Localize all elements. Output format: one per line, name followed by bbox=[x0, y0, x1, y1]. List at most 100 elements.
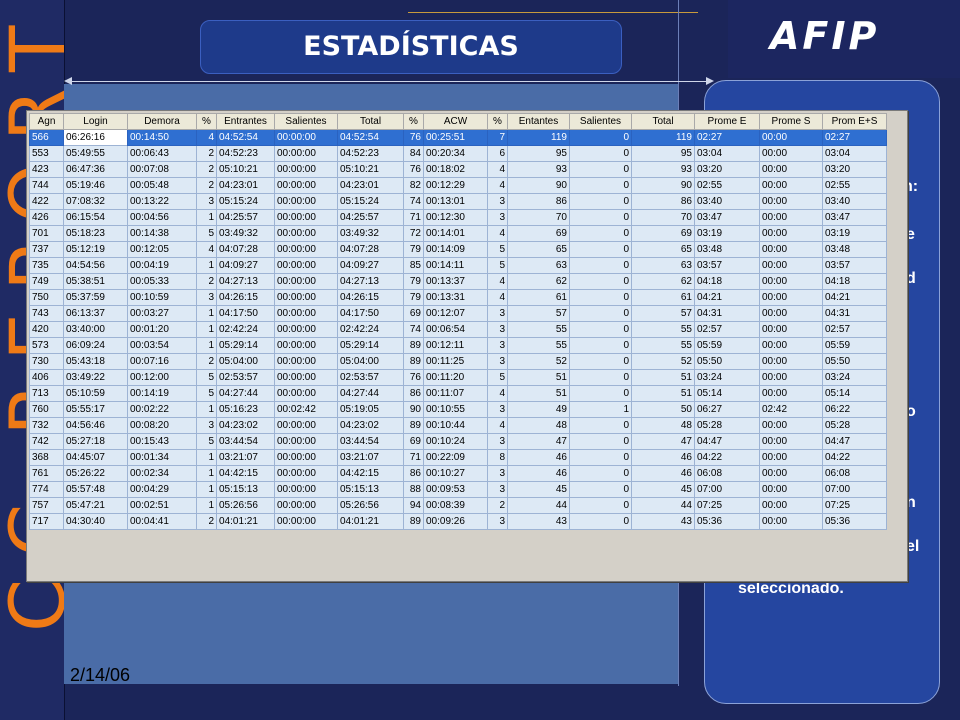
table-cell[interactable]: 04:09:27 bbox=[337, 257, 404, 274]
table-cell[interactable]: 03:04 bbox=[822, 145, 887, 162]
table-cell[interactable]: 04:23:02 bbox=[216, 417, 275, 434]
table-row[interactable]: 735 04:54:56 00:04:19 1 04:09:27 00:00:00 04:0… bbox=[29, 257, 887, 274]
table-cell[interactable]: 05:37:59 bbox=[63, 289, 128, 306]
column-header[interactable]: Demora bbox=[127, 113, 197, 130]
table-cell[interactable]: 51 bbox=[507, 385, 570, 402]
table-cell[interactable]: 00:00 bbox=[759, 145, 823, 162]
table-cell[interactable]: 44 bbox=[507, 497, 570, 514]
table-cell[interactable]: 72 bbox=[403, 225, 424, 242]
table-cell[interactable]: 717 bbox=[29, 513, 64, 530]
table-cell[interactable]: 05:04:00 bbox=[216, 353, 275, 370]
table-cell[interactable]: 55 bbox=[631, 321, 695, 338]
table-cell[interactable]: 69 bbox=[631, 225, 695, 242]
table-cell[interactable]: 422 bbox=[29, 193, 64, 210]
table-cell[interactable]: 05:14 bbox=[822, 385, 887, 402]
table-cell[interactable]: 420 bbox=[29, 321, 64, 338]
table-cell[interactable]: 00:06:43 bbox=[127, 145, 197, 162]
table-row[interactable]: 423 06:47:36 00:07:08 2 05:10:21 00:00:00 05:1… bbox=[29, 161, 887, 178]
table-cell[interactable]: 04:23:01 bbox=[216, 177, 275, 194]
table-cell[interactable]: 05:26:56 bbox=[216, 497, 275, 514]
table-cell[interactable]: 05:18:23 bbox=[63, 225, 128, 242]
table-cell[interactable]: 02:55 bbox=[694, 177, 760, 194]
table-cell[interactable]: 00:00 bbox=[759, 161, 823, 178]
table-cell[interactable]: 70 bbox=[631, 209, 695, 226]
table-cell[interactable]: 03:47 bbox=[822, 209, 887, 226]
table-cell[interactable]: 00:02:51 bbox=[127, 497, 197, 514]
table-row[interactable]: 744 05:19:46 00:05:48 2 04:23:01 00:00:00 04:2… bbox=[29, 177, 887, 194]
table-cell[interactable]: 0 bbox=[569, 481, 632, 498]
table-cell[interactable]: 51 bbox=[631, 369, 695, 386]
table-cell[interactable]: 90 bbox=[507, 177, 570, 194]
table-cell[interactable]: 04:52:54 bbox=[216, 129, 275, 146]
table-cell[interactable]: 45 bbox=[507, 481, 570, 498]
table-cell[interactable]: 0 bbox=[569, 417, 632, 434]
table-cell[interactable]: 04:07:28 bbox=[337, 241, 404, 258]
column-header[interactable]: % bbox=[487, 113, 508, 130]
table-cell[interactable]: 47 bbox=[631, 433, 695, 450]
table-cell[interactable]: 0 bbox=[569, 145, 632, 162]
table-cell[interactable]: 3 bbox=[487, 337, 508, 354]
table-cell[interactable]: 00:00:00 bbox=[274, 321, 338, 338]
table-cell[interactable]: 6 bbox=[487, 145, 508, 162]
column-header[interactable]: Salientes bbox=[274, 113, 338, 130]
table-cell[interactable]: 5 bbox=[196, 369, 217, 386]
table-cell[interactable]: 02:57 bbox=[822, 321, 887, 338]
table-cell[interactable]: 05:15:24 bbox=[216, 193, 275, 210]
table-row[interactable]: 553 05:49:55 00:06:43 2 04:52:23 00:00:00 04:5… bbox=[29, 145, 887, 162]
table-cell[interactable]: 03:24 bbox=[694, 369, 760, 386]
table-cell[interactable]: 00:00:00 bbox=[274, 161, 338, 178]
table-cell[interactable]: 774 bbox=[29, 481, 64, 498]
table-cell[interactable]: 52 bbox=[631, 353, 695, 370]
table-cell[interactable]: 61 bbox=[507, 289, 570, 306]
table-cell[interactable]: 3 bbox=[487, 433, 508, 450]
table-cell[interactable]: 47 bbox=[507, 433, 570, 450]
table-cell[interactable]: 74 bbox=[403, 321, 424, 338]
table-cell[interactable]: 52 bbox=[507, 353, 570, 370]
table-cell[interactable]: 04:25:57 bbox=[337, 209, 404, 226]
table-cell[interactable]: 00:00:00 bbox=[274, 209, 338, 226]
table-cell[interactable]: 00:10:44 bbox=[423, 417, 488, 434]
table-cell[interactable]: 05:47:21 bbox=[63, 497, 128, 514]
table-cell[interactable]: 3 bbox=[196, 289, 217, 306]
table-cell[interactable]: 3 bbox=[487, 465, 508, 482]
table-cell[interactable]: 119 bbox=[631, 129, 695, 146]
table-cell[interactable]: 00:00 bbox=[759, 289, 823, 306]
table-cell[interactable]: 00:00 bbox=[759, 321, 823, 338]
table-cell[interactable]: 5 bbox=[196, 433, 217, 450]
table-cell[interactable]: 00:06:54 bbox=[423, 321, 488, 338]
table-cell[interactable]: 03:24 bbox=[822, 369, 887, 386]
table-cell[interactable]: 07:25 bbox=[822, 497, 887, 514]
column-header[interactable]: Agn bbox=[29, 113, 64, 130]
table-cell[interactable]: 7 bbox=[487, 129, 508, 146]
table-row[interactable]: 420 03:40:00 00:01:20 1 02:42:24 00:00:00 02:4… bbox=[29, 321, 887, 338]
column-header[interactable]: Entantes bbox=[507, 113, 570, 130]
table-cell[interactable]: 06:27 bbox=[694, 401, 760, 418]
table-cell[interactable]: 730 bbox=[29, 353, 64, 370]
table-cell[interactable]: 89 bbox=[403, 417, 424, 434]
table-cell[interactable]: 00:00 bbox=[759, 225, 823, 242]
table-cell[interactable]: 03:44:54 bbox=[216, 433, 275, 450]
table-cell[interactable]: 00:05:48 bbox=[127, 177, 197, 194]
table-cell[interactable]: 3 bbox=[487, 401, 508, 418]
table-cell[interactable]: 49 bbox=[507, 401, 570, 418]
table-cell[interactable]: 00:04:41 bbox=[127, 513, 197, 530]
table-cell[interactable]: 00:13:01 bbox=[423, 193, 488, 210]
table-cell[interactable]: 00:09:53 bbox=[423, 481, 488, 498]
table-cell[interactable]: 05:29:14 bbox=[216, 337, 275, 354]
table-cell[interactable]: 00:14:11 bbox=[423, 257, 488, 274]
table-cell[interactable]: 00:14:09 bbox=[423, 241, 488, 258]
table-cell[interactable]: 02:27 bbox=[694, 129, 760, 146]
table-cell[interactable]: 62 bbox=[631, 273, 695, 290]
table-cell[interactable]: 89 bbox=[403, 353, 424, 370]
table-cell[interactable]: 566 bbox=[29, 129, 64, 146]
table-row[interactable]: 732 04:56:46 00:08:20 3 04:23:02 00:00:00 04:2… bbox=[29, 417, 887, 434]
table-cell[interactable]: 05:43:18 bbox=[63, 353, 128, 370]
table-cell[interactable]: 00:00 bbox=[759, 353, 823, 370]
table-cell[interactable]: 71 bbox=[403, 209, 424, 226]
table-cell[interactable]: 00:12:30 bbox=[423, 209, 488, 226]
table-cell[interactable]: 573 bbox=[29, 337, 64, 354]
table-cell[interactable]: 119 bbox=[507, 129, 570, 146]
table-cell[interactable]: 750 bbox=[29, 289, 64, 306]
table-cell[interactable]: 426 bbox=[29, 209, 64, 226]
table-cell[interactable]: 65 bbox=[631, 241, 695, 258]
